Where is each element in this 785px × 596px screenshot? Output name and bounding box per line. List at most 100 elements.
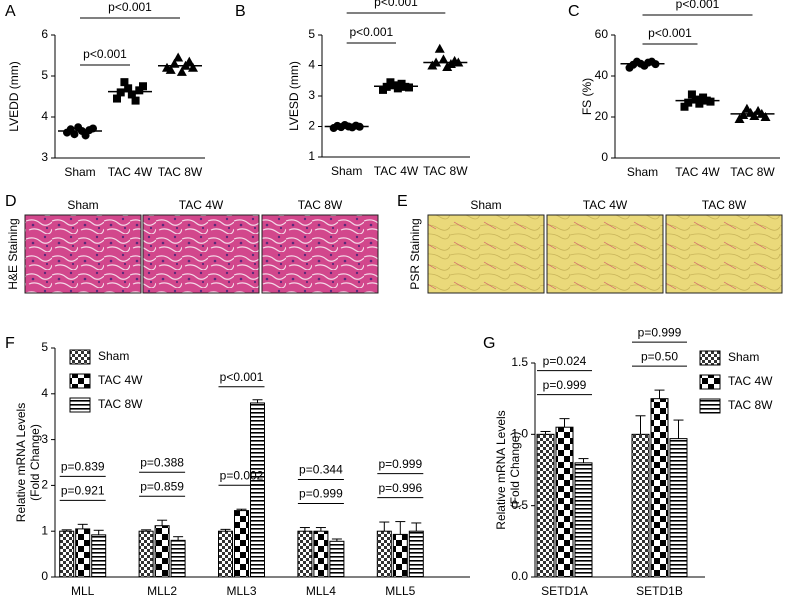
image-label: TAC 8W (298, 198, 343, 212)
bar (631, 433, 650, 578)
legend-swatch (699, 374, 721, 390)
y-tick-label: 0 (601, 150, 608, 164)
p-value-label: p=0.344 (299, 463, 343, 477)
y-tick-label: 3 (41, 432, 48, 446)
micrograph (261, 214, 379, 294)
y-axis-label: LVEDD (mm) (7, 61, 21, 131)
x-tick-label: Sham (331, 164, 362, 178)
y-tick-label: 4 (41, 109, 48, 123)
y-tick-label: 2 (41, 478, 48, 492)
point (70, 130, 79, 139)
y-tick-label: 0.5 (511, 498, 528, 512)
point (139, 82, 147, 91)
point (173, 52, 184, 62)
point (760, 112, 771, 121)
point (116, 88, 125, 97)
panel-letter: C (568, 3, 580, 20)
p-value-label: p<0.001 (349, 25, 393, 39)
bar (59, 530, 75, 578)
point (184, 56, 195, 66)
bar (91, 534, 107, 578)
x-tick-label: MLL3 (226, 584, 256, 596)
legend-swatch (699, 398, 721, 414)
legend-swatch (699, 350, 721, 366)
y-axis-label: (Fold Change) (508, 432, 522, 509)
x-tick-label: TAC 8W (730, 165, 775, 179)
p-value-label: p=0.839 (61, 460, 105, 474)
point (405, 83, 413, 92)
point (135, 86, 144, 95)
micrograph (24, 214, 142, 294)
panel-letter: B (235, 3, 246, 20)
bar (234, 510, 249, 578)
point (695, 99, 704, 108)
bar (669, 438, 688, 578)
micrograph (427, 214, 545, 294)
x-tick-label: MLL5 (385, 584, 415, 596)
p-value-label: p<0.001 (676, 0, 720, 11)
x-tick-label: Sham (627, 165, 658, 179)
x-tick-label: Sham (64, 165, 95, 179)
y-tick-label: 1.5 (511, 355, 528, 369)
p-value-label: p<0.001 (220, 370, 264, 384)
legend-label: TAC 8W (98, 397, 143, 411)
y-tick-label: 40 (595, 68, 609, 82)
panel-letter: A (5, 3, 16, 20)
micrograph (142, 214, 260, 294)
stain-label: PSR Staining (408, 218, 422, 289)
bar (313, 530, 329, 578)
x-tick-label: MLL2 (147, 584, 177, 596)
y-tick-label: 5 (308, 27, 315, 41)
p-value-label: p=0.999 (543, 378, 587, 392)
point (680, 102, 689, 111)
x-tick-label: TAC 8W (423, 164, 468, 178)
bar (75, 528, 91, 578)
image-label: Sham (470, 198, 501, 212)
p-value-label: p=0.024 (543, 354, 587, 368)
bar (154, 525, 170, 578)
micrograph (546, 214, 664, 294)
legend-swatch (69, 373, 91, 389)
image-label: Sham (67, 198, 98, 212)
legend-label: TAC 4W (98, 373, 143, 387)
p-value-label: p<0.001 (648, 26, 692, 40)
bar (555, 426, 574, 578)
y-tick-label: 5 (41, 340, 48, 354)
point (749, 110, 760, 120)
point (687, 90, 696, 99)
y-tick-label: 0 (41, 569, 48, 583)
legend-label: TAC 8W (728, 398, 773, 412)
y-tick-label: 4 (41, 386, 48, 400)
bar (650, 398, 669, 578)
y-tick-label: 2 (308, 119, 315, 133)
legend-swatch (69, 349, 91, 365)
y-axis-label: Relative mRNA Levels (494, 410, 508, 529)
stain-label: H&E Staining (6, 218, 20, 289)
x-tick-label: SETD1A (541, 584, 588, 596)
x-tick-label: MLL4 (306, 584, 336, 596)
point (113, 94, 121, 103)
point (120, 78, 129, 87)
y-tick-label: 3 (308, 88, 315, 102)
point (188, 62, 198, 72)
bar (250, 402, 265, 578)
micrograph (665, 214, 783, 294)
point (127, 90, 136, 99)
p-value-label: p=0.999 (378, 457, 422, 471)
point (706, 97, 715, 106)
point (131, 96, 140, 105)
point (165, 64, 176, 74)
bar (574, 462, 593, 578)
point (438, 54, 449, 64)
point (684, 98, 693, 107)
bar (408, 530, 424, 578)
bar (138, 530, 154, 578)
point (393, 84, 402, 93)
bar (170, 539, 186, 578)
point (691, 95, 700, 104)
y-axis-label: Relative mRNA Levels (14, 403, 28, 522)
p-value-label: p=0.999 (638, 325, 682, 339)
x-tick-label: TAC 4W (108, 165, 153, 179)
y-tick-label: 60 (595, 27, 609, 41)
